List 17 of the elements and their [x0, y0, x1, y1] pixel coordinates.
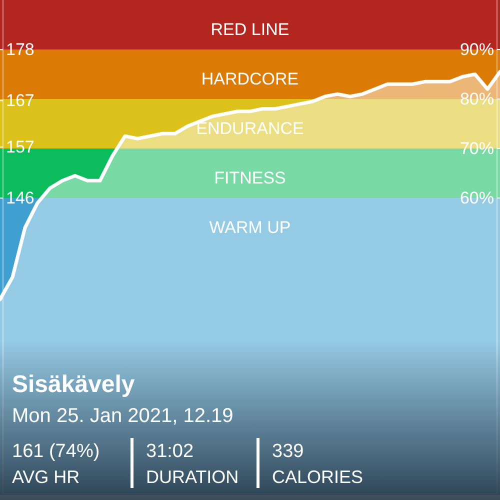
y-tick-label: 178 — [6, 40, 34, 60]
annotation: 339 — [272, 441, 304, 462]
y2-tick-label: 90% — [460, 40, 494, 59]
annotation: CALORIES — [272, 467, 364, 487]
band-label: HARDCORE — [201, 70, 299, 88]
y-tick-label: 167 — [6, 91, 34, 110]
y2-tick-label: 80% — [460, 89, 494, 108]
band-label: WARM UP — [209, 218, 291, 237]
annotation: 31:02 — [146, 441, 194, 462]
annotation: 161 (74%) — [12, 441, 100, 462]
band-label: FITNESS — [214, 168, 286, 188]
text: Mon 25. Jan 2021, 12.19 — [12, 405, 234, 427]
annotation: DURATION — [146, 467, 239, 487]
band-label: RED LINE — [210, 20, 290, 39]
text: Sisäkävely — [12, 371, 136, 398]
band-label: ENDURANCE — [196, 119, 304, 138]
annotation: AVG HR — [12, 467, 80, 487]
